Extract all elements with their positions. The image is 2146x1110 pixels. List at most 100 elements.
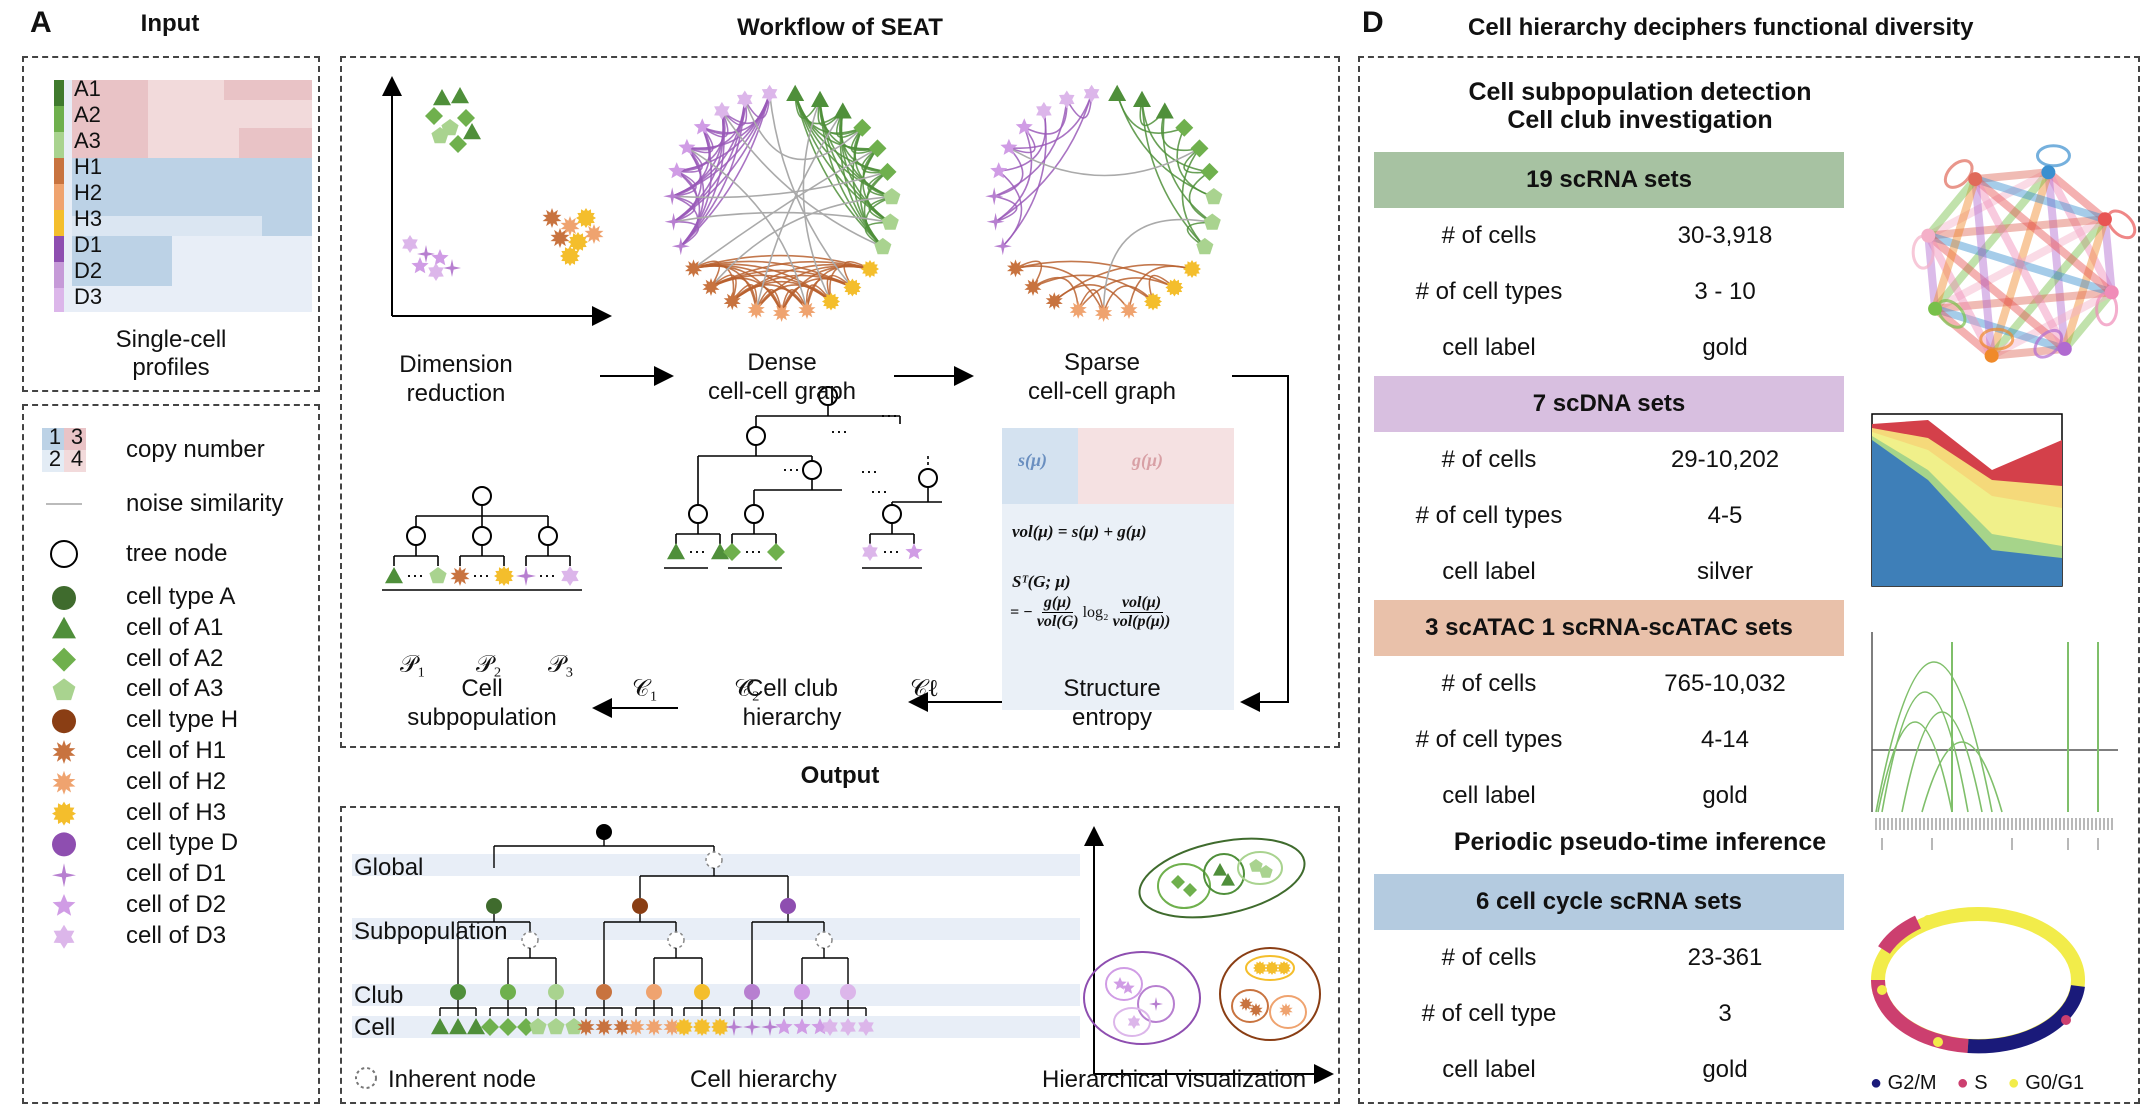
graph-node <box>1190 139 1209 158</box>
graph-node <box>1095 304 1113 322</box>
cell-point <box>1183 883 1197 897</box>
graph-node <box>761 84 778 103</box>
tree-node <box>688 504 708 524</box>
four-star-icon <box>516 566 536 586</box>
graph-node <box>1203 213 1221 230</box>
p3-label: 𝒫₃ <box>548 652 574 678</box>
digit: 4 <box>70 446 84 471</box>
graph-node <box>702 278 720 296</box>
diamond-icon <box>767 543 785 561</box>
cell-leaf <box>529 1018 547 1035</box>
ellipsis: ⋯ <box>860 462 878 482</box>
graph-node <box>1183 260 1201 278</box>
graph-node <box>714 101 730 120</box>
cell-point <box>443 259 461 277</box>
legend-item-label: cell type H <box>126 706 239 734</box>
cell-leaf <box>627 1018 645 1036</box>
step-cell-club-hierarchy: Cell club hierarchy <box>742 675 842 731</box>
ellipsis: ⋯ <box>472 566 490 586</box>
graph-node <box>878 162 897 181</box>
cell-point <box>1279 1003 1293 1017</box>
circle-icon <box>52 586 76 610</box>
cell-point <box>402 235 418 253</box>
tree-node <box>472 526 492 546</box>
graph-node <box>747 300 765 319</box>
cell-point <box>576 208 596 228</box>
graph-node <box>1007 259 1025 278</box>
copy-1-icon <box>42 428 64 450</box>
output-panel: Global Subpopulation Club Cell Inherent … <box>340 806 1340 1104</box>
graph-node <box>843 278 862 297</box>
p1-label: 𝒫₁ <box>400 652 426 678</box>
burst-icon <box>52 740 76 764</box>
six-star-icon <box>53 924 75 949</box>
circle-icon <box>52 832 76 857</box>
network-node <box>1968 172 1983 187</box>
cell-leaf <box>481 1018 499 1036</box>
cycle-g0g1: G0/G1 <box>2025 1072 2085 1094</box>
dataset-field: cell label <box>1442 1056 1536 1083</box>
formula-entropy: = − g(μ) vol(G) log₂ vol(μ) vol(p(μ)) <box>1010 594 1171 630</box>
noise-label: noise similarity <box>126 490 284 517</box>
row-label: H3 <box>74 206 103 231</box>
six-star-icon <box>561 566 579 586</box>
graph-node <box>985 187 1004 206</box>
ellipsis: ⋯ <box>538 566 556 586</box>
cell-leaf <box>840 1018 856 1036</box>
copy-number-label: copy number <box>126 436 265 463</box>
tree-node <box>632 898 648 914</box>
dataset-field: # of cells <box>1441 222 1537 249</box>
dataset-value: 3 - 10 <box>1694 278 1756 305</box>
graph-node <box>1045 292 1063 311</box>
copy-4-icon <box>64 450 86 472</box>
cycle-legend: ● G2/M ● S ● G0/G1 <box>1870 1072 2085 1094</box>
copy-2-icon <box>42 450 64 472</box>
cycle-cell <box>1923 915 1933 925</box>
legend-item-label: cell of H3 <box>126 798 227 826</box>
c1-label: 𝒞₁ <box>632 676 658 702</box>
cycle-s: S <box>1974 1072 1988 1094</box>
dataset-field: # of cells <box>1441 446 1537 473</box>
dataset-field: cell label <box>1442 782 1536 809</box>
row-label: D2 <box>74 258 103 283</box>
cell-point <box>1149 997 1163 1011</box>
graph-node <box>1155 102 1174 119</box>
tree-node <box>746 426 766 446</box>
cell-point <box>1121 981 1135 994</box>
formula-s: s(μ) <box>1018 450 1048 470</box>
graph-node <box>1205 188 1223 205</box>
legend-item-label: cell of A1 <box>126 613 224 641</box>
triangle-icon <box>667 543 685 560</box>
dataset-value: 23-361 <box>1687 944 1763 971</box>
legend-item-label: cell type A <box>126 583 236 610</box>
network-node <box>2057 341 2072 356</box>
graph-node <box>693 118 711 135</box>
cell-point <box>449 135 467 153</box>
level-club: Club <box>354 982 404 1009</box>
graph-node <box>668 162 686 179</box>
step-cell-subpopulation: Cell subpopulation <box>407 675 557 731</box>
cell-leaf <box>858 1018 874 1036</box>
cell-point <box>425 107 443 125</box>
tree-node <box>794 984 810 1000</box>
panel-d-title: Cell hierarchy deciphers functional dive… <box>1468 14 1974 41</box>
inherent-node <box>815 931 833 949</box>
tree-node <box>548 984 564 1000</box>
tree-node <box>744 984 760 1000</box>
tree-node <box>802 460 822 480</box>
cell-point <box>1253 961 1267 975</box>
graph-node <box>786 84 805 101</box>
graph-node <box>773 304 791 322</box>
cell-point <box>1249 1003 1263 1017</box>
cell-leaf <box>577 1018 595 1036</box>
p2-label: 𝒫₂ <box>476 652 502 678</box>
row-label: A2 <box>74 102 101 127</box>
cell-leaf <box>761 1018 779 1036</box>
cell-point <box>411 257 429 274</box>
c2-label: 𝒞₂ <box>734 676 760 702</box>
ellipsis: ⋯ <box>782 460 800 480</box>
graph-node <box>671 237 690 256</box>
legend-item-label: cell of D1 <box>126 860 227 888</box>
output-drawing <box>352 824 1334 1089</box>
